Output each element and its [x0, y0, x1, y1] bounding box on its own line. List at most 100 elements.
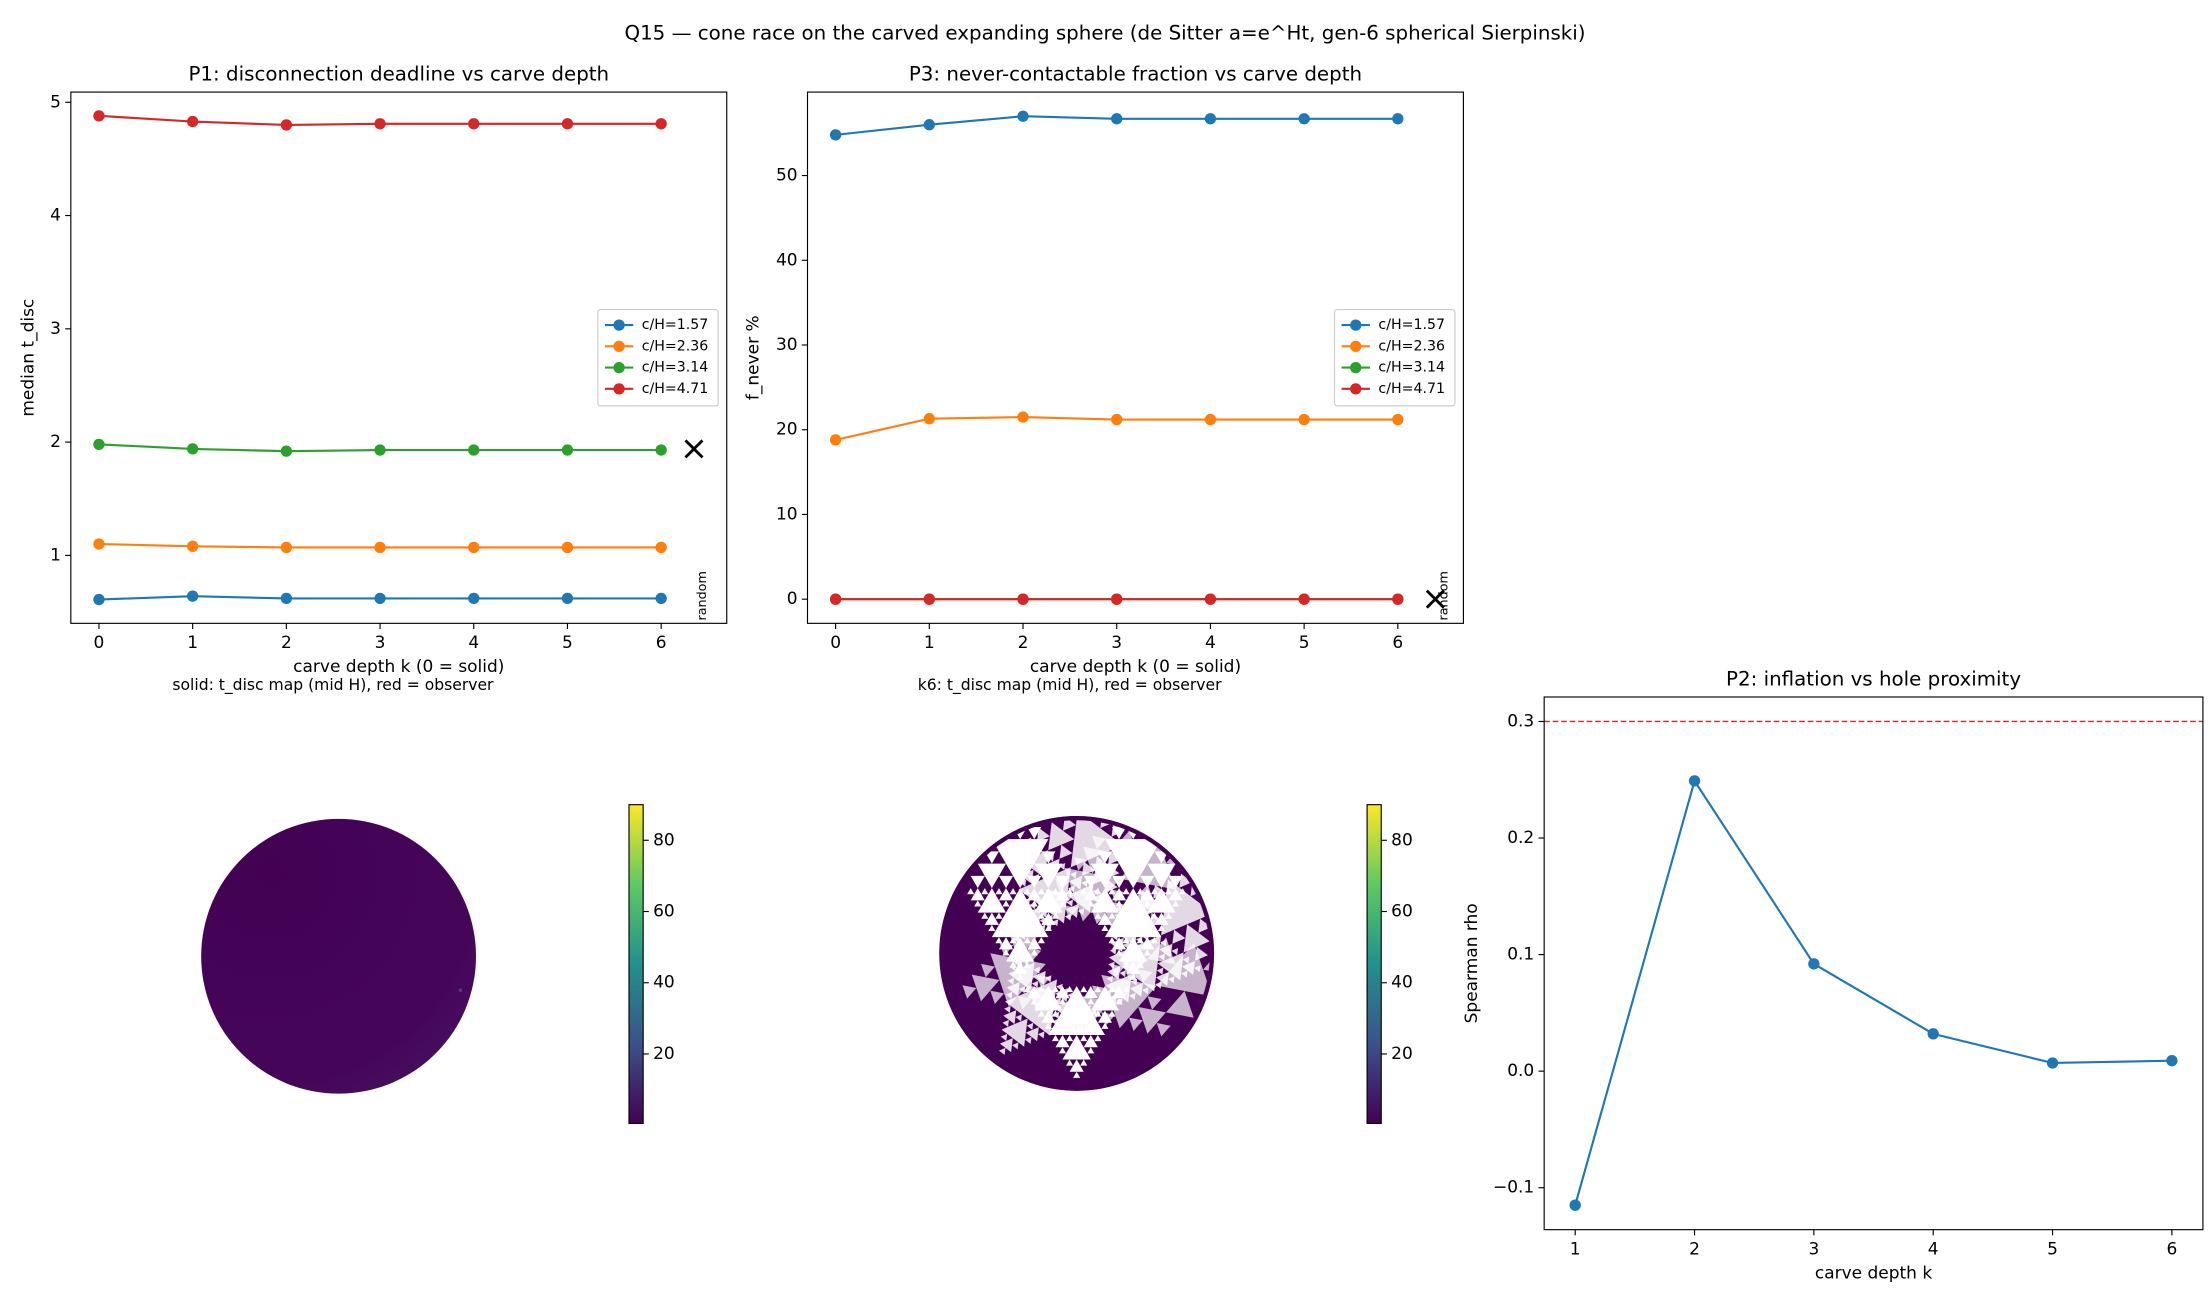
- surface-hole: [1236, 906, 1268, 941]
- surface-map: [201, 818, 477, 1094]
- surface-hole: [1036, 899, 1051, 914]
- surface-hole: [1015, 906, 1042, 935]
- surface-hole: [1022, 850, 1049, 879]
- x-tick-label: 5: [562, 633, 573, 653]
- surface-hole: [1092, 835, 1107, 850]
- surface-hole: [1011, 1042, 1019, 1050]
- legend-swatch: [1350, 361, 1362, 374]
- surface-hole: [1048, 741, 1105, 790]
- surface-hole: [1205, 862, 1215, 877]
- surface-hole: [981, 912, 989, 919]
- surface-hole: [1141, 778, 1178, 815]
- data-point: [1569, 1199, 1581, 1211]
- y-tick-label: 30: [776, 335, 798, 355]
- data-point: [1298, 413, 1310, 426]
- x-tick-label: 0: [830, 633, 841, 653]
- data-point: [829, 129, 842, 141]
- surface-hole: [1073, 1071, 1081, 1078]
- surface-hole: [1158, 801, 1177, 819]
- y-tick-label: 2: [50, 432, 61, 452]
- y-tick-label: 0: [787, 589, 798, 609]
- data-point: [280, 592, 293, 605]
- surface-hole: [1122, 942, 1130, 950]
- surface-hole: [1036, 846, 1043, 854]
- x-tick-label: 1: [924, 633, 935, 653]
- data-point: [829, 593, 842, 605]
- reference-marker: [684, 439, 704, 459]
- surface-hole: [1148, 931, 1156, 939]
- surface-hole: [977, 888, 1007, 913]
- surface-hole: [1027, 937, 1042, 950]
- data-point: [1927, 1028, 1939, 1040]
- surface-hole: [1034, 766, 1062, 790]
- surface-hole: [1055, 987, 1069, 1003]
- surface-hole: [1198, 918, 1212, 933]
- surface-hole: [1101, 1022, 1109, 1029]
- data-point: [655, 541, 667, 554]
- surface-hole: [998, 875, 1014, 889]
- series-line: [1574, 778, 2172, 1206]
- surface-hole: [1083, 846, 1111, 874]
- data-point: [1017, 411, 1029, 423]
- legend-label: c/H=1.57: [642, 317, 709, 333]
- marker-stroke: [684, 439, 704, 459]
- surface-hole: [1025, 930, 1033, 938]
- surface-hole: [1027, 947, 1042, 962]
- surface-hole: [1026, 1022, 1034, 1030]
- surface-hole: [990, 953, 1046, 1007]
- data-point: [93, 110, 105, 122]
- surface-hole: [1051, 1016, 1065, 1031]
- surface-hole: [1003, 1010, 1017, 1025]
- axes-title: P1: disconnection deadline vs carve dept…: [188, 63, 609, 86]
- legend-frame: [597, 308, 719, 407]
- surface-hole: [1027, 826, 1042, 840]
- x-tick-label: 6: [1392, 633, 1403, 653]
- surface-hole: [1082, 996, 1111, 1023]
- surface-hole: [1092, 985, 1106, 999]
- surface-hole: [984, 851, 999, 864]
- surface-hole: [1039, 914, 1053, 929]
- surface-hole: [1129, 884, 1157, 911]
- surface-hole: [1048, 822, 1075, 851]
- data-point: [923, 119, 935, 131]
- surface-hole: [1064, 905, 1079, 919]
- data-point: [468, 592, 480, 605]
- surface-hole: [1091, 766, 1119, 790]
- data-point: [468, 118, 480, 130]
- surface-hole: [1136, 926, 1150, 941]
- legend-label: c/H=3.14: [642, 360, 709, 376]
- y-tick-label: 3: [50, 319, 61, 339]
- data-point: [93, 538, 105, 550]
- surface-hole: [1050, 1025, 1058, 1033]
- surface-hole: [970, 875, 985, 889]
- y-tick-label: 4: [50, 206, 61, 226]
- data-point: [1392, 113, 1404, 125]
- surface-hole: [974, 900, 982, 907]
- y-tick-label: 40: [776, 250, 798, 270]
- data-point: [1392, 413, 1404, 426]
- colorbar-tick-label: 80: [653, 830, 675, 850]
- surface-hole: [1080, 1035, 1088, 1042]
- data-point: [1808, 958, 1820, 970]
- surface-hole: [1147, 996, 1162, 1010]
- y-tick-label: 0.2: [1507, 828, 1534, 848]
- data-point: [1298, 113, 1310, 125]
- surface-hole: [1052, 1011, 1060, 1019]
- surface-hole: [1138, 1006, 1166, 1034]
- surface-hole: [1080, 1059, 1088, 1066]
- surface-hole: [1110, 937, 1124, 952]
- y-tick-label: 0.3: [1507, 711, 1534, 731]
- surface-hole: [967, 888, 975, 895]
- data-point: [2046, 1057, 2059, 1069]
- surface-hole: [1025, 1027, 1039, 1042]
- surface-hole: [1020, 869, 1034, 884]
- surface-hole: [1217, 852, 1249, 887]
- data-point: [280, 119, 293, 131]
- surface-hole: [1015, 1014, 1022, 1022]
- colorbar-tick-label: 80: [1391, 830, 1413, 850]
- surface-hole: [1053, 996, 1080, 1025]
- surface-hole: [1208, 834, 1215, 849]
- surface-hole: [1023, 986, 1031, 993]
- surface-hole: [1171, 948, 1179, 956]
- surface-hole: [1059, 998, 1067, 1005]
